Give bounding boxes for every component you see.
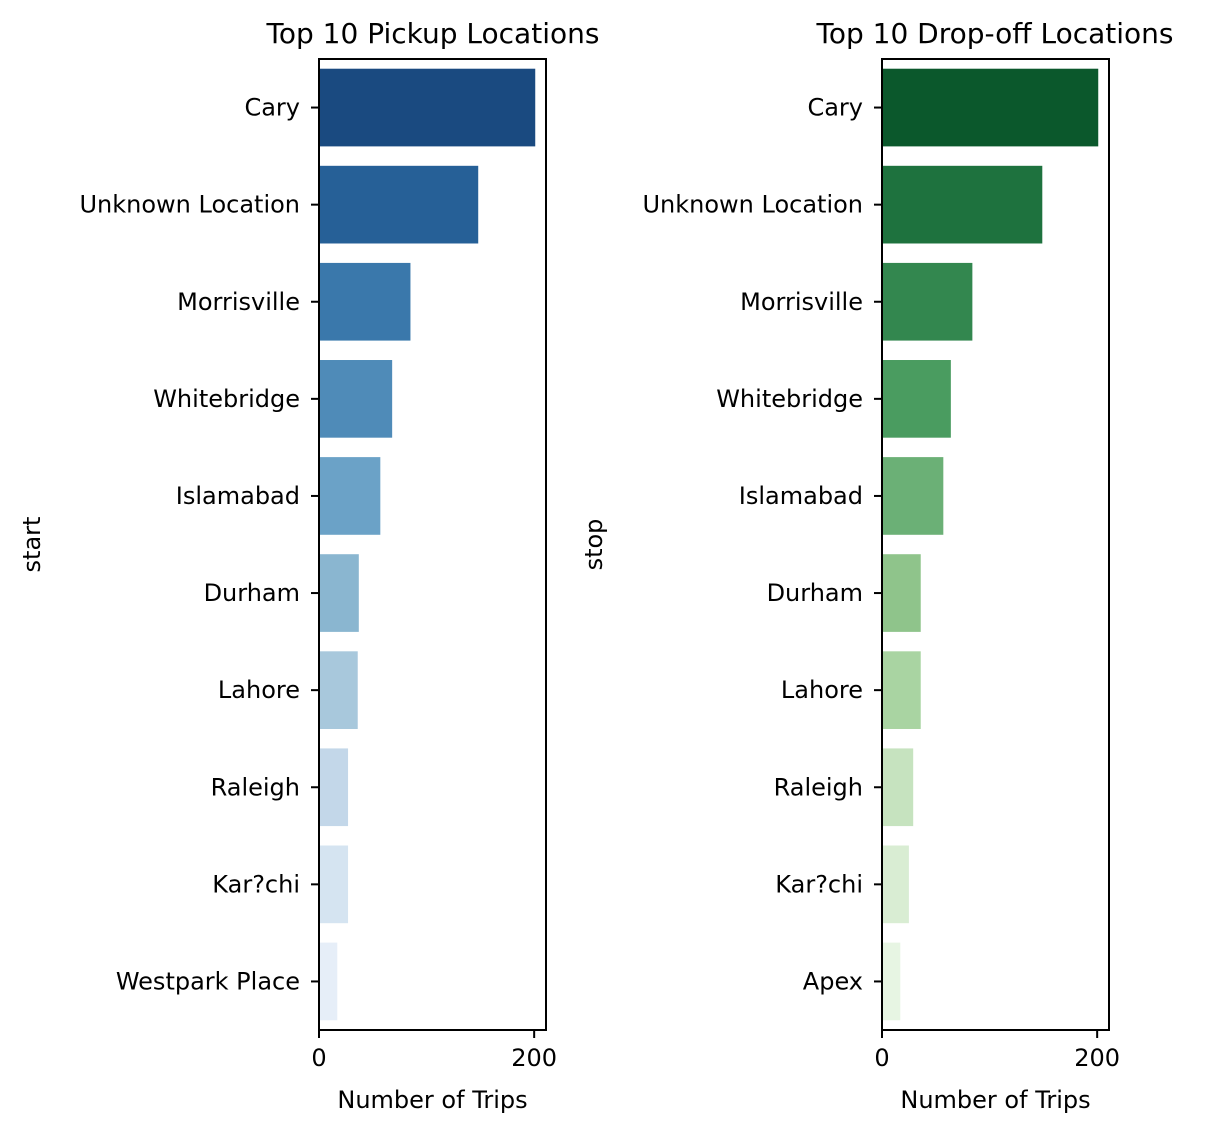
dropoff-category-label-9: Kar?chi — [775, 870, 863, 898]
pickup-category-label-2: Unknown Location — [79, 191, 300, 219]
pickup-x-tick-label-2: 200 — [511, 1044, 557, 1072]
pickup-category-label-8: Raleigh — [211, 773, 300, 801]
dropoff-bar-3 — [882, 262, 973, 341]
pickup-category-label-5: Islamabad — [176, 482, 300, 510]
dropoff-bar-4 — [882, 360, 951, 438]
pickup-bar-5 — [319, 457, 381, 535]
pickup-category-label-3: Morrisville — [177, 288, 300, 316]
pickup-bar-2 — [319, 165, 479, 244]
pickup-bar-9 — [319, 845, 349, 924]
pickup-y-axis-label: start — [18, 517, 46, 573]
dropoff-category-label-1: Cary — [807, 94, 863, 122]
dropoff-bar-8 — [882, 748, 914, 827]
dropoff-chart: Cary Unknown Location Morrisville Whitebrid… — [580, 17, 1174, 1114]
dropoff-bar-6 — [882, 554, 921, 632]
dropoff-category-label-4: Whitebridge — [716, 385, 863, 413]
pickup-category-label-10: Westpark Place — [116, 967, 300, 995]
pickup-bar-7 — [319, 651, 358, 729]
dropoff-bar-7 — [882, 651, 921, 729]
pickup-category-label-7: Lahore — [218, 676, 300, 704]
pickup-bar-8 — [319, 748, 349, 827]
dropoff-x-tick-label-1: 0 — [874, 1044, 889, 1072]
dropoff-category-label-3: Morrisville — [740, 288, 863, 316]
dropoff-x-tick-label-2: 200 — [1074, 1044, 1120, 1072]
dropoff-category-label-8: Raleigh — [774, 773, 863, 801]
pickup-category-label-1: Cary — [244, 94, 300, 122]
dropoff-bar-2 — [882, 165, 1043, 244]
dropoff-bar-5 — [882, 457, 944, 535]
dropoff-category-label-7: Lahore — [781, 676, 863, 704]
dropoff-y-axis-label: stop — [580, 519, 608, 571]
pickup-category-label-6: Durham — [204, 579, 300, 607]
pickup-bar-6 — [319, 554, 359, 632]
pickup-x-axis-label: Number of Trips — [337, 1086, 527, 1114]
dropoff-category-label-5: Islamabad — [739, 482, 863, 510]
pickup-chart: Cary Unknown Location Morrisville Whitebrid… — [18, 17, 599, 1114]
dropoff-category-label-10: Apex — [803, 967, 863, 995]
dropoff-bar-1 — [882, 68, 1099, 147]
pickup-category-label-9: Kar?chi — [212, 870, 300, 898]
pickup-bar-3 — [319, 262, 411, 341]
pickup-bar-10 — [319, 942, 338, 1021]
dropoff-category-label-6: Durham — [767, 579, 863, 607]
dropoff-bar-10 — [882, 942, 901, 1021]
pickup-category-label-4: Whitebridge — [153, 385, 300, 413]
dropoff-bar-9 — [882, 845, 909, 924]
pickup-x-tick-label-1: 0 — [311, 1044, 326, 1072]
pickup-plot-frame — [318, 58, 547, 1031]
pickup-bar-1 — [319, 68, 536, 147]
pickup-chart-title: Top 10 Pickup Locations — [266, 17, 600, 50]
dropoff-category-label-2: Unknown Location — [642, 191, 863, 219]
dropoff-chart-title: Top 10 Drop-off Locations — [816, 17, 1174, 50]
dropoff-plot-frame — [881, 58, 1110, 1031]
pickup-bar-4 — [319, 360, 393, 438]
dropoff-x-axis-label: Number of Trips — [900, 1086, 1090, 1114]
